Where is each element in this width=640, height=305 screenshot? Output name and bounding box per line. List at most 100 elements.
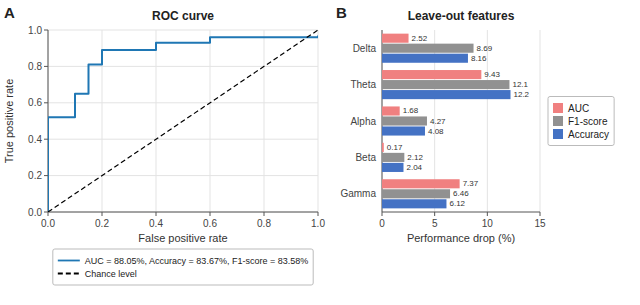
- data-label: 4.08: [428, 127, 444, 136]
- legend: AUC F1-score Accuracy: [548, 97, 614, 146]
- x-tick-label: 0.2: [95, 218, 109, 229]
- bar: [382, 143, 384, 152]
- legend-label: AUC = 88.05%, Accuracy = 83.67%, F1-scor…: [85, 256, 308, 266]
- legend-swatch: [553, 103, 563, 113]
- bar: [382, 34, 409, 43]
- y-tick-label: 1.0: [28, 25, 42, 36]
- bar: [382, 199, 446, 208]
- panel-label: A: [4, 4, 15, 21]
- x-tick: [540, 212, 541, 216]
- y-tick-label: 0.6: [28, 97, 42, 108]
- chart-title: Leave-out features: [408, 9, 515, 23]
- x-tick-label: 0.8: [257, 218, 271, 229]
- x-tick-label: 0.6: [203, 218, 217, 229]
- x-axis-label: Performance drop (%): [407, 232, 515, 244]
- x-axis-line: [382, 212, 540, 213]
- bar: [382, 179, 460, 188]
- x-tick-label: 0.4: [149, 218, 163, 229]
- data-label: 12.1: [512, 80, 528, 89]
- data-label: 6.46: [453, 189, 469, 198]
- legend-label: Accuracy: [568, 129, 609, 140]
- grid: [48, 30, 318, 212]
- y-tick-label: 0.4: [28, 134, 42, 145]
- legend-swatch: [58, 260, 80, 262]
- panel-label: B: [336, 4, 347, 21]
- bar: [382, 80, 509, 89]
- bar: [382, 153, 404, 162]
- data-label: 4.27: [430, 117, 446, 126]
- x-axis-line: [48, 212, 318, 213]
- data-label: 2.52: [412, 34, 428, 43]
- data-label: 6.12: [449, 199, 465, 208]
- y-tick: [44, 66, 48, 67]
- x-tick-label: 5: [432, 218, 438, 229]
- y-tick-label: 0.2: [28, 170, 42, 181]
- grid-line: [48, 139, 318, 140]
- data-label: 2.04: [406, 163, 422, 172]
- x-tick: [264, 212, 265, 216]
- data-label: 8.16: [471, 54, 487, 63]
- grid-line: [48, 175, 318, 176]
- x-tick: [487, 212, 488, 216]
- legend-label: AUC: [568, 103, 589, 114]
- y-tick: [44, 139, 48, 140]
- y-tick: [44, 102, 48, 103]
- legend-box: [53, 249, 313, 285]
- panel: 051015DeltaThetaAlphaBetaGamma2.529.431.…: [336, 4, 614, 244]
- bar: [382, 116, 427, 125]
- bar: [382, 106, 400, 115]
- x-tick: [434, 212, 435, 216]
- x-tick: [318, 212, 319, 216]
- x-tick: [156, 212, 157, 216]
- legend-swatch: [553, 129, 563, 139]
- data-label: 2.12: [407, 153, 423, 162]
- grid-line: [540, 30, 541, 212]
- legend-swatch: [553, 116, 563, 126]
- legend-label: Chance level: [85, 269, 137, 279]
- y-tick-label: 0.0: [28, 207, 42, 218]
- x-tick-label: 0: [379, 218, 385, 229]
- x-tick-label: 10: [482, 218, 494, 229]
- data-labels: 2.529.431.680.177.378.6912.14.272.126.46…: [387, 34, 530, 209]
- x-axis-label: False positive rate: [138, 232, 227, 244]
- category-label: Beta: [355, 152, 376, 163]
- category-label: Delta: [353, 43, 377, 54]
- y-tick: [44, 212, 48, 213]
- x-tick: [48, 212, 49, 216]
- data-label: 12.2: [514, 90, 530, 99]
- plot-area: [382, 34, 511, 209]
- x-tick-label: 1.0: [311, 218, 325, 229]
- legend: AUC = 88.05%, Accuracy = 83.67%, F1-scor…: [53, 249, 313, 285]
- grid: [382, 30, 540, 212]
- data-label: 8.69: [477, 44, 493, 53]
- y-tick-label: 0.8: [28, 61, 42, 72]
- series-line: [48, 35, 318, 212]
- grid-line: [48, 30, 318, 31]
- data-label: 7.37: [463, 179, 479, 188]
- legend-label: F1-score: [568, 116, 608, 127]
- grid-line: [264, 30, 265, 212]
- panel: 0.0 0.2 0.4 0.6 0.8 1.0 0.0 0.2 0.4 0.6 0.8 1.0 A ROC…: [3, 4, 325, 285]
- series-line: [48, 30, 318, 212]
- x-tick: [210, 212, 211, 216]
- data-label: 0.17: [387, 143, 403, 152]
- plot-area: [48, 30, 318, 212]
- bar: [382, 163, 403, 172]
- grid-line: [156, 30, 157, 212]
- bar: [382, 54, 468, 63]
- grid-line: [487, 30, 488, 212]
- bar: [382, 70, 481, 79]
- category-label: Theta: [350, 79, 376, 90]
- legend-box: [548, 97, 614, 146]
- bar: [382, 44, 474, 53]
- chart-title: ROC curve: [152, 9, 214, 23]
- x-tick-label: 0.0: [41, 218, 55, 229]
- grid-line: [318, 30, 319, 212]
- grid-line: [210, 30, 211, 212]
- legend-swatch: [58, 273, 80, 275]
- category-label: Gamma: [340, 188, 376, 199]
- x-tick-label: 15: [534, 218, 546, 229]
- y-tick: [44, 30, 48, 31]
- category-label: Alpha: [350, 116, 376, 127]
- bar: [382, 126, 425, 135]
